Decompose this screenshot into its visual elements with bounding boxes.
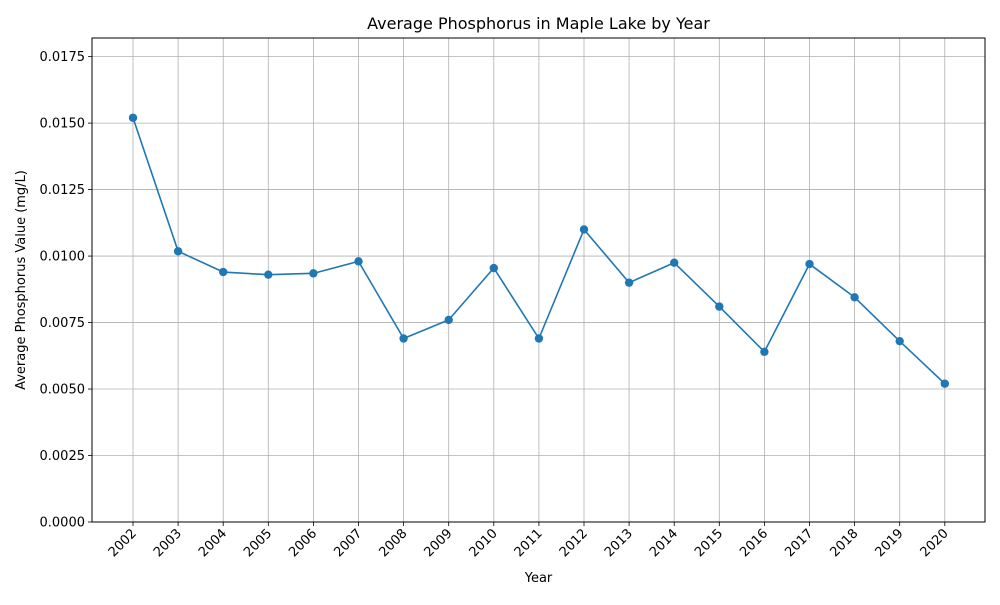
x-tick-label: 2008 [376, 526, 410, 560]
y-axis-ticks: 0.0000 0.0025 0.0050 0.0075 0.0100 0.0125 0.01… [40, 50, 92, 531]
data-point [624, 278, 634, 287]
chart-title: Average Phosphorus in Maple Lake by Year [367, 14, 710, 33]
plot-frame [91, 37, 986, 523]
x-tick-label: 2014 [647, 526, 681, 560]
y-tick-label: 0.0000 [40, 516, 86, 531]
x-tick-label: 2011 [512, 526, 546, 560]
x-tick-label: 2007 [331, 526, 365, 560]
data-point [534, 334, 544, 343]
x-tick-label: 2019 [873, 526, 907, 560]
y-tick-label: 0.0050 [40, 383, 86, 398]
data-point [715, 302, 724, 311]
y-tick-label: 0.0175 [40, 50, 86, 65]
y-tick-label: 0.0025 [40, 449, 86, 464]
y-tick-label: 0.0150 [40, 117, 86, 132]
data-point [805, 259, 814, 269]
data-point [219, 267, 228, 277]
data-series [128, 113, 949, 388]
x-tick-label: 2010 [467, 526, 501, 560]
data-point [128, 113, 138, 122]
data-point [354, 257, 363, 266]
x-tick-label: 2013 [602, 526, 636, 560]
data-point [760, 347, 769, 357]
x-tick-label: 2017 [782, 526, 816, 560]
data-point [399, 334, 408, 343]
x-tick-label: 2020 [918, 526, 952, 560]
data-point [895, 336, 904, 346]
data-point [850, 293, 859, 302]
x-tick-label: 2012 [557, 526, 591, 560]
data-point [173, 247, 183, 256]
data-point [309, 269, 318, 278]
grid-lines [92, 38, 985, 523]
data-point [579, 225, 589, 234]
x-tick-label: 2006 [286, 526, 320, 560]
y-tick-label: 0.0125 [40, 183, 86, 198]
x-tick-label: 2003 [151, 526, 185, 560]
x-tick-label: 2004 [196, 526, 230, 560]
x-tick-label: 2015 [692, 526, 726, 560]
x-axis-ticks: 2002 2003 2004 2005 2006 2007 2008 2009 2010 2011… [106, 522, 952, 560]
y-axis-label: Average Phosphorus Value (mg/L) [14, 170, 29, 390]
x-tick-label: 2002 [106, 526, 140, 560]
data-point [940, 379, 949, 388]
x-axis-label: Year [524, 571, 553, 586]
y-tick-label: 0.0100 [40, 250, 86, 265]
x-tick-label: 2009 [422, 526, 456, 560]
x-tick-label: 2005 [241, 526, 275, 560]
x-tick-label: 2018 [827, 526, 861, 560]
data-point [264, 270, 273, 279]
x-tick-label: 2016 [737, 526, 771, 560]
data-point [489, 263, 498, 273]
y-tick-label: 0.0075 [40, 316, 86, 331]
data-point [670, 258, 679, 267]
data-point [444, 315, 453, 325]
